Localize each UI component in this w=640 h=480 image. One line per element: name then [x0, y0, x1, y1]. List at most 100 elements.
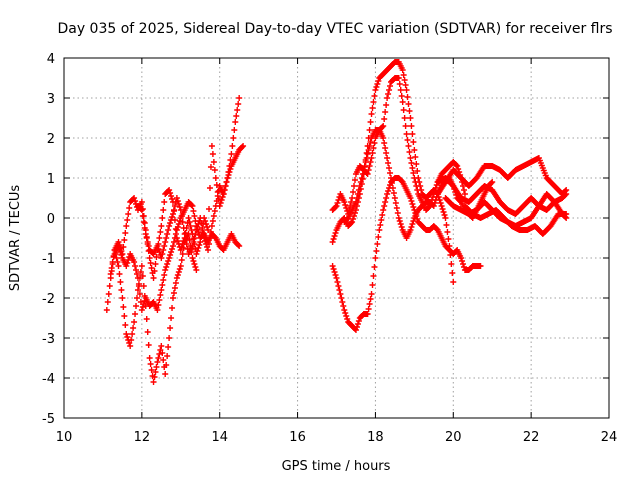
data-point: [157, 229, 164, 235]
data-point: [148, 367, 155, 373]
data-point: [155, 355, 162, 361]
data-point: [177, 247, 184, 253]
data-point: [170, 243, 176, 249]
data-point: [394, 210, 401, 216]
data-point: [193, 251, 200, 257]
data-point: [124, 334, 131, 340]
data-point: [373, 84, 380, 90]
data-point: [332, 230, 339, 236]
data-point: [398, 93, 405, 99]
data-point: [138, 307, 145, 313]
data-point: [144, 329, 151, 335]
data-point: [176, 266, 183, 272]
data-point: [442, 215, 449, 221]
data-point: [381, 203, 388, 209]
data-point: [382, 145, 389, 151]
data-point: [371, 264, 378, 270]
chart-title: Day 035 of 2025, Sidereal Day-to-day VTE…: [57, 21, 612, 37]
data-point: [395, 215, 402, 221]
data-point: [131, 319, 138, 325]
data-point: [354, 321, 361, 327]
data-point: [235, 242, 242, 248]
data-point: [360, 167, 367, 173]
data-point: [220, 191, 227, 197]
data-point: [366, 143, 373, 149]
data-point: [409, 221, 416, 227]
data-point: [189, 243, 196, 249]
y-tick-label--4: -4: [42, 372, 55, 387]
data-point: [206, 241, 213, 247]
data-point: [150, 275, 157, 281]
data-point: [185, 215, 192, 221]
data-point: [410, 170, 417, 176]
data-point: [201, 235, 208, 241]
data-point: [430, 203, 437, 209]
data-point: [383, 195, 390, 201]
x-tick-label-16: 16: [289, 430, 306, 445]
x-axis-label: GPS time / hours: [282, 459, 391, 474]
data-point: [370, 273, 377, 279]
data-point: [460, 183, 467, 189]
data-point: [151, 268, 158, 274]
data-point: [338, 295, 345, 301]
data-point: [173, 275, 180, 281]
data-point: [176, 218, 183, 224]
data-point: [375, 78, 382, 84]
data-point: [202, 238, 209, 244]
data-point: [209, 151, 216, 157]
data-point: [173, 195, 180, 201]
data-point: [168, 217, 175, 223]
data-point: [404, 137, 411, 143]
data-point: [409, 165, 416, 171]
series-track-1: [103, 231, 200, 385]
data-point: [410, 204, 417, 210]
data-point: [169, 196, 176, 202]
x-tick-label-22: 22: [523, 430, 540, 445]
data-point: [231, 127, 238, 133]
data-point: [334, 200, 341, 206]
data-point: [433, 194, 440, 200]
data-point: [353, 324, 360, 330]
plot-frame: [63, 57, 610, 419]
data-point: [374, 241, 381, 247]
data-point: [136, 291, 143, 297]
data-point: [336, 287, 343, 293]
x-tick-labels: 10 12 14 16 18 20 22 24: [56, 430, 618, 445]
data-point: [352, 327, 359, 333]
data-point: [213, 198, 220, 204]
data-point: [363, 155, 370, 161]
data-point: [331, 233, 338, 239]
data-point: [156, 235, 163, 241]
series-track-10: [434, 175, 570, 217]
data-point: [124, 217, 131, 223]
data-point: [122, 230, 129, 236]
data-point: [205, 247, 212, 253]
data-point: [144, 239, 151, 245]
data-point: [350, 189, 357, 195]
data-point: [455, 166, 462, 172]
data-point: [384, 191, 391, 197]
data-point: [227, 166, 234, 172]
data-point: [403, 131, 410, 137]
data-point: [115, 243, 122, 249]
data-point: [168, 193, 175, 199]
data-point: [370, 145, 377, 151]
data-point: [398, 224, 405, 230]
y-tick-label--3: -3: [42, 332, 55, 347]
data-point: [170, 295, 176, 301]
data-point: [204, 224, 211, 230]
data-point: [380, 135, 387, 141]
data-point: [141, 225, 148, 231]
data-point: [158, 223, 165, 229]
data-point: [408, 198, 415, 204]
series-track-12: [461, 203, 570, 237]
data-point: [143, 235, 150, 241]
data-point: [167, 190, 174, 196]
data-point: [400, 107, 407, 113]
data-point: [121, 313, 128, 319]
data-point: [153, 364, 160, 370]
data-point: [382, 199, 389, 205]
data-point: [145, 342, 152, 348]
data-point: [439, 206, 446, 212]
series-track-3: [111, 199, 243, 313]
